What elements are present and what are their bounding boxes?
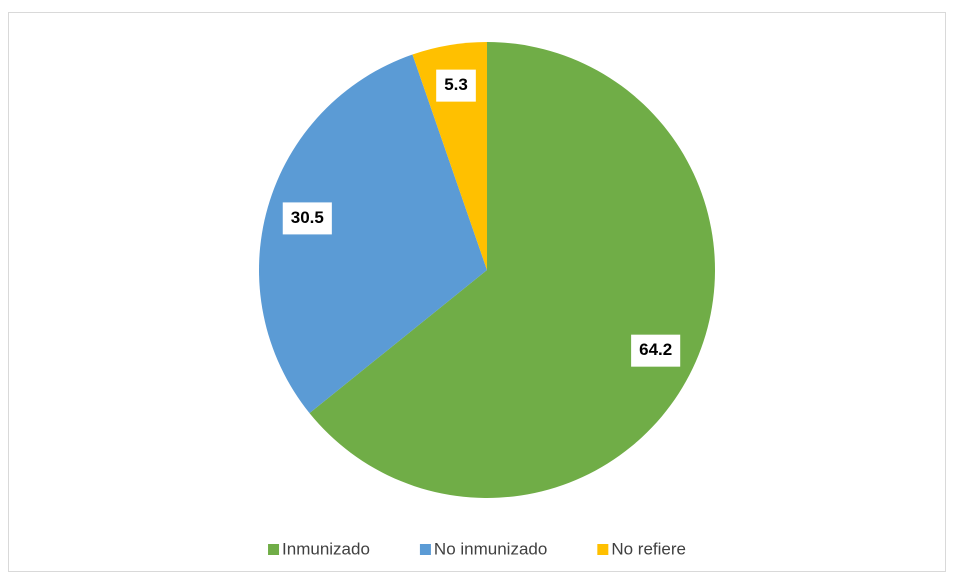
value-label-box — [436, 69, 476, 102]
pie-slice — [258, 54, 487, 414]
legend-label: No refiere — [611, 539, 686, 558]
legend-label: No inmunizado — [434, 539, 547, 558]
legend-swatch — [419, 544, 431, 555]
legend-label: Inmunizado — [282, 539, 370, 558]
value-label-box — [282, 202, 332, 235]
value-label: 30.5 — [291, 208, 324, 227]
legend-swatch — [268, 544, 280, 555]
value-label-box — [631, 334, 681, 367]
pie-slice — [309, 42, 716, 498]
value-label: 64.2 — [639, 340, 672, 359]
value-label: 5.3 — [444, 75, 468, 94]
legend-swatch — [597, 544, 609, 555]
